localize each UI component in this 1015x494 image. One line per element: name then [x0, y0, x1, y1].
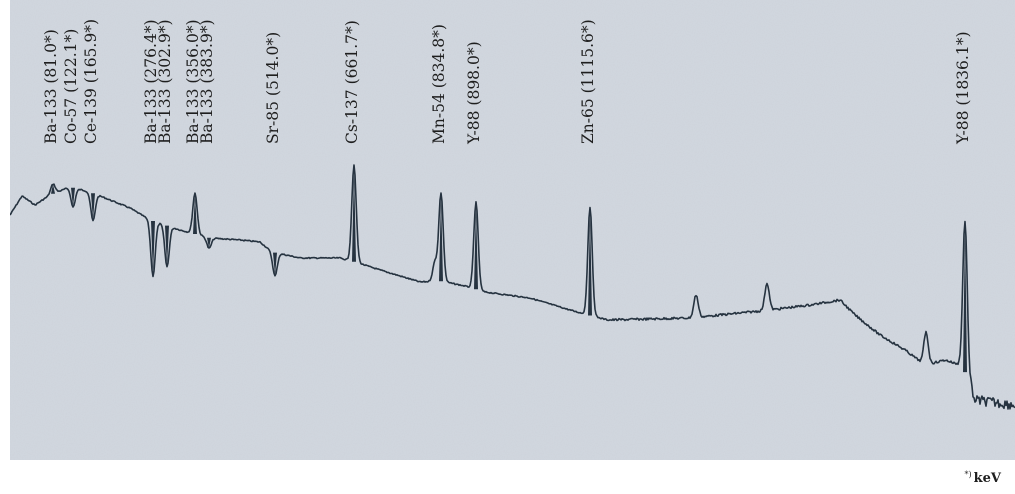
- peak-mark: [91, 193, 95, 221]
- peak-label: Zn-65 (1115.6*): [579, 19, 597, 144]
- peak-mark: [963, 220, 967, 373]
- peak-mark: [165, 225, 169, 267]
- peak-mark: [207, 237, 211, 249]
- peak-label: Cs-137 (661.7*): [343, 20, 361, 144]
- peak-mark: [439, 193, 443, 282]
- spectrum-plot-area: Ba-133 (81.0*) Co-57 (122.1*) Ce-139 (165.…: [10, 0, 1015, 460]
- peak-label: Mn-54 (834.8*): [430, 24, 448, 144]
- spectrum-line: [10, 164, 1015, 410]
- peak-label: Sr-85 (514.0*): [264, 31, 282, 144]
- peak-mark: [151, 221, 155, 276]
- peak-label: Ba-133 (383.9*): [198, 19, 216, 144]
- spectrum-chart: [10, 0, 1015, 460]
- peak-label: Ce-139 (165.9*): [82, 19, 100, 144]
- peak-mark: [352, 165, 356, 262]
- peak-mark: [273, 252, 277, 276]
- peak-mark: [71, 187, 75, 207]
- peak-label: Y-88 (898.0*): [465, 41, 483, 144]
- peak-mark: [588, 207, 592, 316]
- peak-label: Co-57 (122.1*): [62, 28, 80, 144]
- spectrum-marks: [10, 164, 1015, 410]
- peak-mark: [193, 193, 197, 234]
- peak-label: Y-88 (1836.1*): [954, 31, 972, 145]
- peak-label: Ba-133 (302.9*): [156, 19, 174, 144]
- peak-label: Ba-133 (81.0*): [42, 29, 60, 144]
- footnote-unit: keV: [973, 471, 1001, 486]
- peak-labels: Ba-133 (81.0*) Co-57 (122.1*) Ce-139 (165.…: [10, 0, 1015, 460]
- unit-footnote: *) keV: [965, 470, 1002, 486]
- peak-mark: [51, 184, 55, 194]
- peak-mark: [474, 202, 478, 290]
- footnote-marker: *): [964, 470, 972, 479]
